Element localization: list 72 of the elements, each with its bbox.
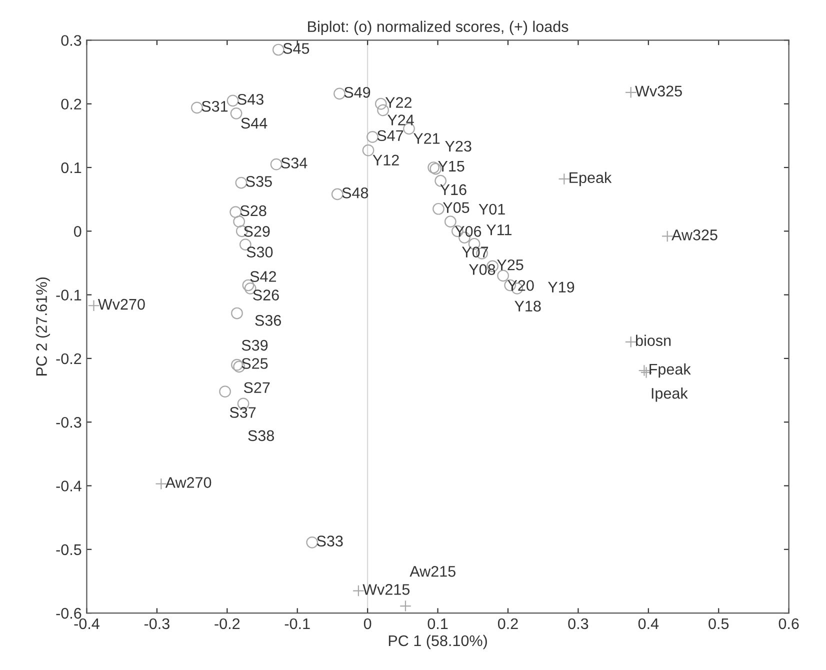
y-tick-label: -0.5 xyxy=(56,544,82,556)
annotation: S49 xyxy=(344,86,370,98)
annotation: S34 xyxy=(281,158,308,168)
annotation: Epeak xyxy=(570,172,612,186)
annotation: S44 xyxy=(241,118,268,129)
annotation: Y20 xyxy=(508,280,534,291)
annotation: Wv215 xyxy=(362,584,410,595)
annotation: Y22 xyxy=(385,97,412,108)
annotation: S33 xyxy=(316,536,343,546)
annotation: S43 xyxy=(238,94,264,105)
annotation: Y16 xyxy=(440,184,466,196)
annotation: Y24 xyxy=(388,114,414,126)
x-axis-title: PC 1 (58.10%) xyxy=(388,634,487,650)
annotation: Y23 xyxy=(445,140,472,152)
annotation: S31 xyxy=(202,100,228,112)
x-tick-label: 0 xyxy=(364,618,372,630)
annotation: Y19 xyxy=(548,282,574,293)
annotation: S30 xyxy=(246,246,273,258)
annotation: S35 xyxy=(246,176,272,187)
x-tick-label: -0.4 xyxy=(74,618,100,630)
annotation: S25 xyxy=(242,358,268,369)
y-tick-label: -0.3 xyxy=(56,416,82,428)
annotation: S39 xyxy=(242,340,268,351)
annotation: S42 xyxy=(250,271,276,282)
x-tick-label: -0.3 xyxy=(144,618,170,630)
annotation: S29 xyxy=(244,226,270,237)
y-tick-label: -0.1 xyxy=(56,290,82,300)
annotation: S28 xyxy=(240,205,266,216)
x-tick-label: 0.6 xyxy=(778,618,799,630)
annotation: S48 xyxy=(342,188,368,198)
x-tick-label: -0.1 xyxy=(284,618,310,630)
annotation: Ipeak xyxy=(652,388,688,402)
x-tick-label: 0.3 xyxy=(568,618,588,630)
y-tick-label: 0 xyxy=(74,226,82,237)
x-tick-label: 0.5 xyxy=(708,618,729,630)
annotation: S37 xyxy=(230,407,256,418)
chart-title: Biplot: (o) normalized scores, (+) loads xyxy=(308,20,568,36)
annotation: Y07 xyxy=(462,246,488,258)
y-tick-label: -0.4 xyxy=(56,480,82,492)
annotation: Aw270 xyxy=(165,477,212,488)
annotation: Fpeak xyxy=(650,363,691,378)
annotation: Y21 xyxy=(413,133,440,144)
y-tick-label: 0.3 xyxy=(61,35,82,46)
y-axis-title: PC 2 (27.61%) xyxy=(36,277,50,376)
annotation: Y18 xyxy=(514,300,541,312)
annotation: S38 xyxy=(248,430,274,442)
annotation: Aw325 xyxy=(672,230,718,240)
y-tick-label: -0.2 xyxy=(56,353,82,364)
x-tick-label: 0.1 xyxy=(428,618,448,630)
annotation: Y08 xyxy=(468,264,496,275)
y-tick-label: 0.1 xyxy=(61,162,82,174)
annotation: Aw215 xyxy=(410,566,456,577)
y-tick-label: -0.6 xyxy=(56,608,82,619)
annotation: Y06 xyxy=(454,226,482,237)
annotation: S36 xyxy=(255,315,281,326)
x-tick-label: 0.2 xyxy=(498,618,518,630)
annotation: Y15 xyxy=(438,160,464,172)
x-tick-label: -0.2 xyxy=(214,618,240,630)
y-tick-label: 0.2 xyxy=(61,98,82,110)
annotation: Wv325 xyxy=(635,86,682,96)
annotation: S27 xyxy=(244,382,270,394)
annotation: Y01 xyxy=(478,204,505,215)
x-tick-label: 0.4 xyxy=(638,618,659,630)
annotation: Wv270 xyxy=(98,298,145,310)
annotation: S45 xyxy=(283,43,310,54)
annotation: Y25 xyxy=(497,259,524,270)
annotation: S26 xyxy=(253,290,279,300)
annotation: Y05 xyxy=(442,202,470,213)
annotation: S47 xyxy=(377,130,404,142)
annotation: Y11 xyxy=(486,224,512,236)
annotation: biosn xyxy=(636,334,671,346)
annotation: Y12 xyxy=(372,154,399,166)
